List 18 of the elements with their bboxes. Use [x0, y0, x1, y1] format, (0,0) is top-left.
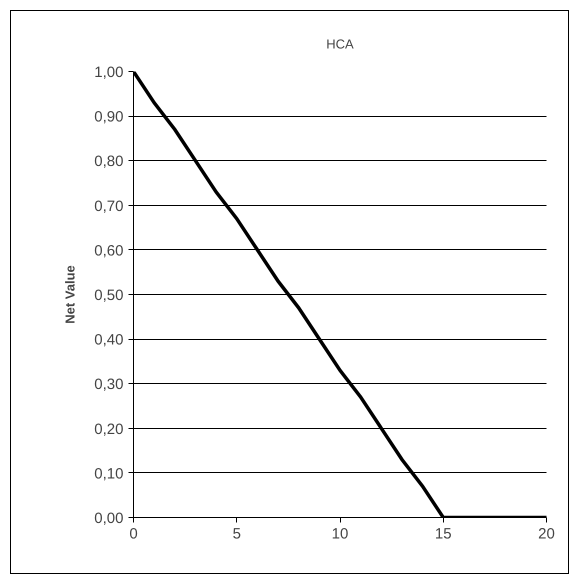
chart-title: HCA — [326, 36, 354, 52]
y-tick-label: 0,50 — [94, 287, 124, 304]
x-tick-label: 5 — [232, 526, 241, 542]
y-tick-label: 0,20 — [94, 420, 124, 438]
x-tick-label: 15 — [434, 526, 452, 542]
y-tick-label: 0,80 — [94, 153, 124, 170]
y-tick-label: 0,40 — [94, 332, 124, 349]
y-tick-label: 0,60 — [94, 242, 124, 260]
x-tick-label: 10 — [332, 526, 348, 542]
y-tick-label: 0,30 — [94, 376, 124, 394]
y-tick-label: 0,00 — [94, 510, 124, 527]
y-tick-label: 0,10 — [94, 465, 124, 482]
y-tick-label: 0,90 — [94, 108, 124, 126]
x-tick-label: 0 — [129, 526, 138, 542]
x-tick-label: 20 — [538, 526, 555, 542]
y-axis-title: Net Value — [62, 265, 78, 324]
y-tick-label: 0,70 — [94, 198, 124, 215]
y-tick-label: 1,00 — [94, 64, 124, 81]
